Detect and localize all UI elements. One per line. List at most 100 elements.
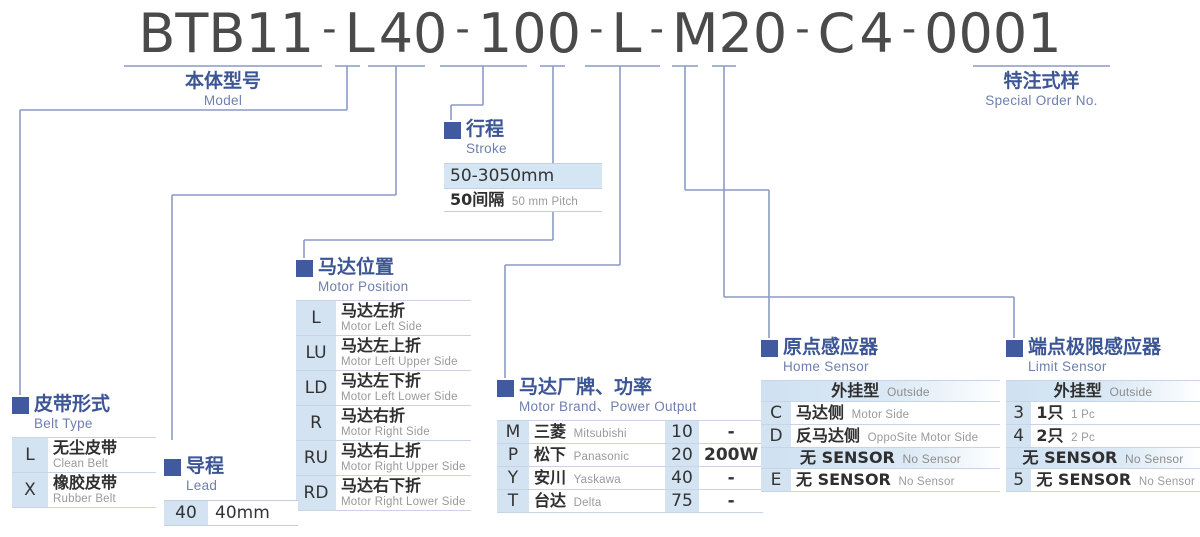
motor-brand-name: 松下 Panasonic xyxy=(529,443,665,467)
limit-sensor-cn: 1只 xyxy=(1036,403,1064,422)
group-motor-brand-title-cn: 马达厂牌、功率 xyxy=(519,376,653,398)
table-row[interactable]: RU 马达右上折 Motor Right Upper Side xyxy=(296,440,471,476)
limit-sensor-section-cn: 无 SENSOR xyxy=(1022,448,1118,467)
motor-brand-code: M xyxy=(497,420,529,444)
home-sensor-code: C xyxy=(761,401,791,425)
limit-sensor-en: 1 Pc xyxy=(1071,409,1095,421)
home-sensor-desc: 马达侧 Motor Side xyxy=(791,401,1000,425)
belt-type-table: L 无尘皮带 Clean Belt X 橡胶皮带 Rubber Belt xyxy=(12,437,156,508)
belt-type-code: X xyxy=(12,472,48,508)
group-limit-sensor-title-cn: 端点极限感应器 xyxy=(1028,336,1162,358)
group-limit-sensor: 端点极限感应器 Limit Sensor 外挂型 Outside 3 1只 1 … xyxy=(1006,336,1200,492)
table-row[interactable]: RD 马达右下折 Motor Right Lower Side xyxy=(296,475,471,511)
group-belt-type-title-en: Belt Type xyxy=(34,416,93,431)
table-row: 外挂型 Outside xyxy=(1006,380,1200,402)
table-row[interactable]: 4 2只 2 Pc xyxy=(1006,424,1200,448)
table-row[interactable]: E 无 SENSOR No Sensor xyxy=(761,468,1000,492)
limit-sensor-section-header: 外挂型 Outside xyxy=(1006,380,1200,402)
motor-position-desc: 马达右下折 Motor Right Lower Side xyxy=(336,475,471,511)
lead-value: 40mm xyxy=(208,500,298,526)
table-row[interactable]: LU 马达左上折 Motor Left Upper Side xyxy=(296,335,471,371)
motor-brand-en: Mitsubishi xyxy=(573,428,627,440)
motor-position-cn: 马达右上折 xyxy=(341,441,422,460)
motor-power-value: - xyxy=(699,420,764,444)
table-row[interactable]: 5 无 SENSOR No Sensor xyxy=(1006,468,1200,492)
code-segment-limit-sensor: 4 xyxy=(859,1,894,65)
limit-sensor-section-en: No Sensor xyxy=(1125,452,1184,466)
table-row[interactable]: LD 马达左下折 Motor Left Lower Side xyxy=(296,370,471,406)
motor-position-desc: 马达左折 Motor Left Side xyxy=(336,300,471,336)
limit-sensor-code: 4 xyxy=(1006,424,1032,448)
motor-position-cn: 马达左上折 xyxy=(341,336,422,355)
motor-brand-name: 台达 Delta xyxy=(529,489,665,513)
belt-type-desc: 无尘皮带 Clean Belt xyxy=(48,437,156,473)
group-motor-position-title-en: Motor Position xyxy=(318,279,409,294)
home-sensor-en: No Sensor xyxy=(898,476,955,488)
home-sensor-desc: 无 SENSOR No Sensor xyxy=(791,468,1000,492)
motor-brand-code: T xyxy=(497,489,529,513)
motor-position-cn: 马达左下折 xyxy=(341,371,422,390)
bullet-square-icon xyxy=(761,340,778,357)
group-belt-type-title-cn: 皮带形式 xyxy=(34,393,111,415)
bullet-square-icon xyxy=(1006,340,1023,357)
home-sensor-code: D xyxy=(761,424,791,448)
limit-sensor-desc: 1只 1 Pc xyxy=(1031,401,1200,425)
motor-position-en: Motor Left Upper Side xyxy=(341,356,458,368)
bullet-square-icon xyxy=(497,380,514,397)
group-motor-brand-power: 马达厂牌、功率 Motor Brand、Power Output M 三菱 Mi… xyxy=(497,376,764,513)
code-segment-model: BTB11 xyxy=(138,1,315,65)
table-row[interactable]: L 马达左折 Motor Left Side xyxy=(296,300,471,336)
home-sensor-section-cn: 外挂型 xyxy=(831,381,880,400)
table-row[interactable]: L 无尘皮带 Clean Belt xyxy=(12,437,156,473)
group-stroke: 行程 Stroke 50-3050mm 50间隔 50 mm Pitch xyxy=(444,118,602,212)
group-belt-type: 皮带形式 Belt Type L 无尘皮带 Clean Belt X 橡胶皮带 … xyxy=(12,393,156,508)
limit-sensor-section-header: 无 SENSOR No Sensor xyxy=(1006,447,1200,469)
group-special-order-title-cn: 特注式样 xyxy=(1003,70,1080,92)
table-row[interactable]: D 反马达侧 OppoSite Motor Side xyxy=(761,424,1000,448)
home-sensor-en: Motor Side xyxy=(851,409,910,421)
table-row[interactable]: 3 1只 1 Pc xyxy=(1006,401,1200,425)
table-row[interactable]: Y 安川 Yaskawa 40 - xyxy=(497,466,764,490)
table-row[interactable]: X 橡胶皮带 Rubber Belt xyxy=(12,472,156,508)
code-segment-belt-type: L xyxy=(344,1,375,65)
code-segment-stroke: 100 xyxy=(477,1,581,65)
limit-sensor-en: No Sensor xyxy=(1138,476,1195,488)
table-row[interactable]: C 马达侧 Motor Side xyxy=(761,401,1000,425)
motor-power-code: 10 xyxy=(665,420,699,444)
table-row[interactable]: R 马达右折 Motor Right Side xyxy=(296,405,471,441)
group-motor-brand-title-en: Motor Brand、Power Output xyxy=(519,399,697,414)
motor-position-en: Motor Right Side xyxy=(341,426,430,438)
motor-power-code: 20 xyxy=(665,443,699,467)
table-row[interactable]: T 台达 Delta 75 - xyxy=(497,489,764,513)
home-sensor-table: 外挂型 Outside C 马达侧 Motor Side D 反马达侧 Oppo… xyxy=(761,380,1000,492)
code-dash: - xyxy=(901,6,917,52)
motor-brand-code: Y xyxy=(497,466,529,490)
code-dash: - xyxy=(795,6,810,52)
stroke-pitch-cn: 50间隔 xyxy=(450,190,505,209)
code-dash: - xyxy=(322,6,337,52)
belt-type-cn: 无尘皮带 xyxy=(53,438,118,457)
motor-brand-cn: 台达 xyxy=(534,491,567,510)
group-lead: 导程 Lead 40 40mm xyxy=(164,455,298,526)
home-sensor-cn: 反马达侧 xyxy=(796,426,861,445)
motor-position-cn: 马达右折 xyxy=(341,406,406,425)
limit-sensor-section-en: Outside xyxy=(1109,385,1153,399)
table-row[interactable]: 50间隔 50 mm Pitch xyxy=(444,188,602,212)
home-sensor-cn: 无 SENSOR xyxy=(796,470,891,489)
motor-power-value: - xyxy=(699,489,764,513)
motor-brand-cn: 安川 xyxy=(534,468,567,487)
table-row[interactable]: M 三菱 Mitsubishi 10 - xyxy=(497,420,764,444)
table-row: 无 SENSOR No Sensor xyxy=(1006,447,1200,469)
motor-brand-cn: 三菱 xyxy=(534,422,567,441)
home-sensor-code: E xyxy=(761,468,791,492)
bullet-square-icon xyxy=(444,122,461,139)
motor-position-en: Motor Left Side xyxy=(341,321,422,333)
home-sensor-cn: 马达侧 xyxy=(796,403,845,422)
lead-table: 40 40mm xyxy=(164,500,298,526)
group-motor-position-title-cn: 马达位置 xyxy=(318,256,395,278)
belt-type-cn: 橡胶皮带 xyxy=(53,473,118,492)
table-row[interactable]: 40 40mm xyxy=(164,500,298,526)
motor-position-desc: 马达左上折 Motor Left Upper Side xyxy=(336,335,471,371)
table-row[interactable]: 50-3050mm xyxy=(444,163,602,189)
table-row[interactable]: P 松下 Panasonic 20 200W xyxy=(497,443,764,467)
